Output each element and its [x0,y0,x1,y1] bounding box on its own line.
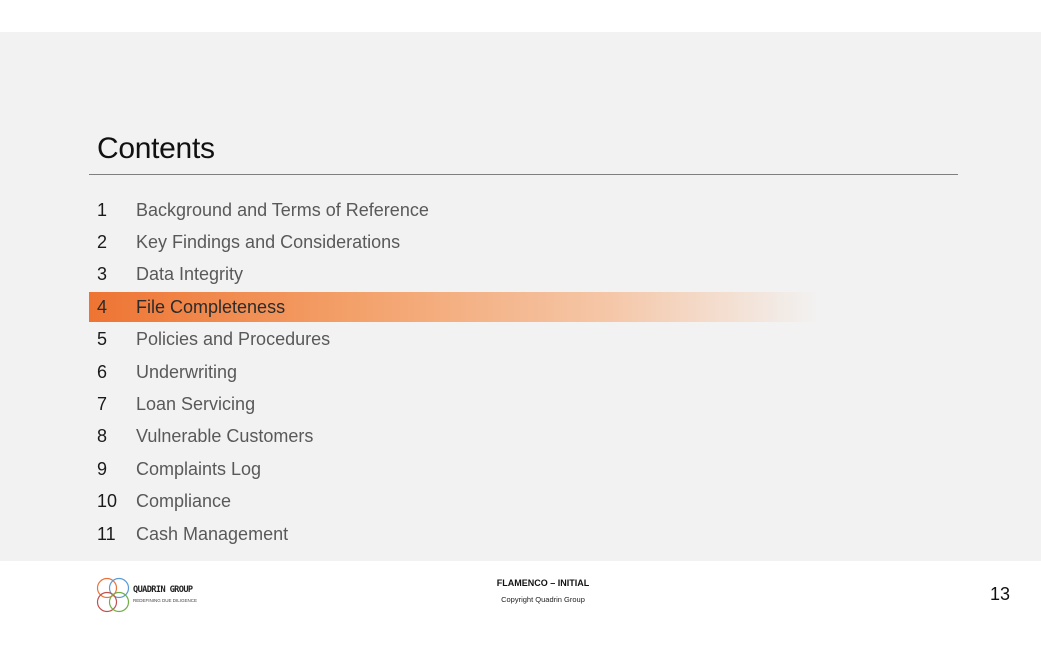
toc-item-5[interactable]: 5 Policies and Procedures [89,324,958,356]
toc-number: 3 [97,264,108,285]
toc-item-8[interactable]: 8 Vulnerable Customers [89,421,958,453]
title-divider [89,174,958,175]
toc-number: 11 [97,523,116,544]
toc-number: 1 [97,199,108,220]
logo-wordmark: QUADRIN GROUP [133,585,193,595]
toc-label: Policies and Procedures [136,329,331,350]
toc-number: 9 [97,458,108,479]
toc-number: 6 [97,361,108,382]
toc-item-9[interactable]: 9 Complaints Log [89,453,958,485]
toc-label: Loan Servicing [136,394,256,415]
toc-item-10[interactable]: 10 Compliance [89,486,958,518]
page-title: Contents [97,132,215,165]
toc-number: 10 [97,491,118,512]
toc-label: Background and Terms of Reference [136,199,429,220]
slide-content-area: Contents 1 Background and Terms of Refer… [0,32,1041,561]
toc-item-4-active[interactable]: 4 File Completeness [89,292,958,323]
document-title: FLAMENCO – INITIAL [496,578,590,588]
toc-number: 8 [97,426,108,447]
toc-number: 5 [97,329,108,350]
toc-label: Complaints Log [136,458,262,479]
toc-item-6[interactable]: 6 Underwriting [89,356,958,388]
toc-item-2[interactable]: 2 Key Findings and Considerations [89,226,958,258]
toc-number: 4 [97,296,108,317]
toc-label: Compliance [136,491,232,512]
logo-rings-icon [96,577,130,613]
copyright-notice: Copyright Quadrin Group [501,595,585,604]
logo-tagline: REDEFINING DUE DILIGENCE [133,598,198,603]
toc-label: File Completeness [136,296,286,317]
toc-item-3[interactable]: 3 Data Integrity [89,259,958,291]
toc-label: Vulnerable Customers [136,426,314,447]
toc-label: Underwriting [136,361,238,382]
footer-center: FLAMENCO – INITIAL Copyright Quadrin Gro… [443,578,643,604]
toc-item-11[interactable]: 11 Cash Management [89,518,958,550]
toc-label: Data Integrity [136,264,244,285]
toc-number: 7 [97,394,108,415]
toc-item-1[interactable]: 1 Background and Terms of Reference [89,194,958,226]
toc-label: Key Findings and Considerations [136,232,401,253]
page-number: 13 [990,584,1011,604]
company-logo: QUADRIN GROUP REDEFINING DUE DILIGENCE [95,576,205,616]
toc-number: 2 [97,232,108,253]
table-of-contents: 1 Background and Terms of Reference 2 Ke… [89,194,958,550]
toc-item-7[interactable]: 7 Loan Servicing [89,388,958,420]
toc-label: Cash Management [136,523,289,544]
